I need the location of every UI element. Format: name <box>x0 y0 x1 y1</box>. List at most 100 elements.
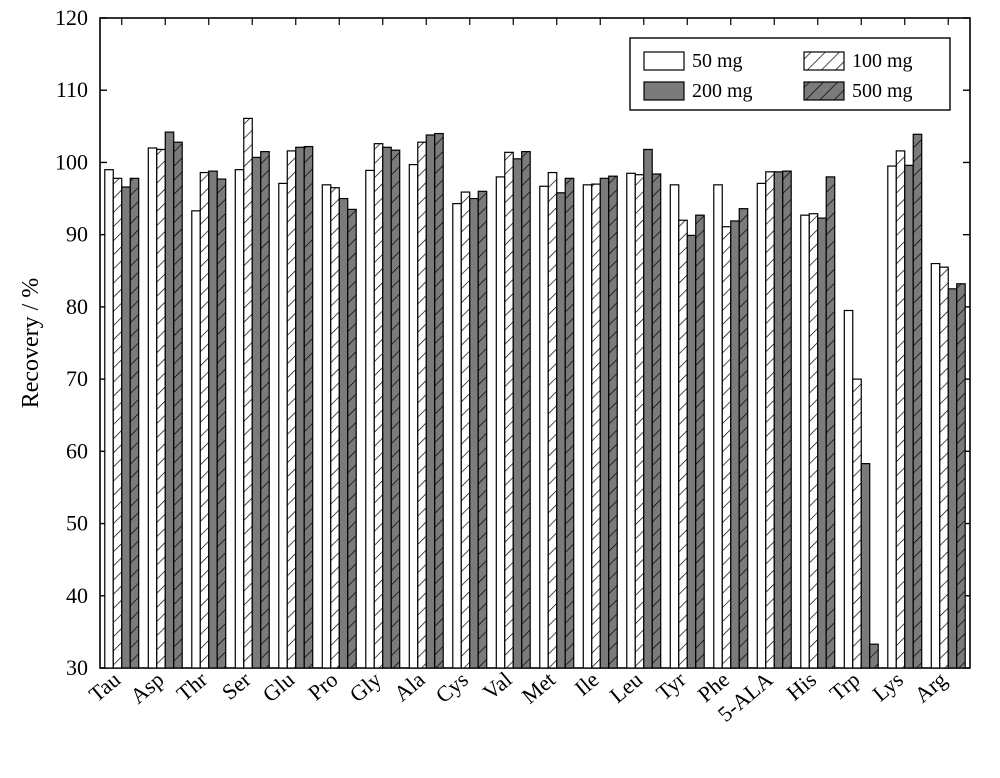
bar <box>165 132 173 668</box>
bar <box>818 218 826 668</box>
bar <box>774 172 782 668</box>
svg-text:30: 30 <box>66 655 88 680</box>
legend-swatch <box>644 52 684 70</box>
svg-text:40: 40 <box>66 583 88 608</box>
bar <box>513 159 521 668</box>
bar <box>826 177 834 668</box>
svg-text:70: 70 <box>66 366 88 391</box>
svg-text:Val: Val <box>478 667 517 705</box>
svg-text:His: His <box>781 667 820 706</box>
svg-text:110: 110 <box>56 77 88 102</box>
bar <box>192 211 200 668</box>
bar <box>470 199 478 668</box>
bar <box>339 199 347 668</box>
bar <box>105 170 113 668</box>
bar <box>113 178 121 668</box>
bar <box>896 151 904 668</box>
bar <box>200 173 208 668</box>
bar <box>391 150 399 668</box>
bar <box>913 134 921 668</box>
bar <box>679 220 687 668</box>
bar <box>304 147 312 668</box>
svg-text:Recovery / %: Recovery / % <box>18 278 44 409</box>
bar <box>426 135 434 668</box>
svg-text:100: 100 <box>55 149 88 174</box>
svg-text:50: 50 <box>66 511 88 536</box>
bar <box>948 289 956 668</box>
bar <box>409 165 417 668</box>
bar <box>739 209 747 668</box>
bar <box>557 193 565 668</box>
svg-text:Met: Met <box>517 667 560 709</box>
bar <box>331 188 339 668</box>
bar <box>592 184 600 668</box>
svg-text:Ser: Ser <box>217 666 256 704</box>
legend-swatch <box>804 82 844 100</box>
bar <box>957 284 965 668</box>
legend-label: 500 mg <box>852 80 913 102</box>
bar <box>635 175 643 668</box>
bar <box>252 157 260 668</box>
bar <box>844 311 852 669</box>
bar <box>548 173 556 668</box>
bar <box>861 464 869 668</box>
legend-label: 50 mg <box>692 50 743 72</box>
svg-text:60: 60 <box>66 438 88 463</box>
bar <box>366 170 374 668</box>
bar <box>609 176 617 668</box>
bar <box>209 171 217 668</box>
bar <box>940 267 948 668</box>
bar <box>888 166 896 668</box>
bar-chart: 30 40 50 60 70 80 90 100 110 120 Recovery / % TauAs… <box>0 0 1000 778</box>
legend-label: 100 mg <box>852 50 913 72</box>
bar <box>122 187 130 668</box>
bar <box>461 192 469 668</box>
bar <box>496 177 504 668</box>
bar <box>174 142 182 668</box>
svg-text:120: 120 <box>55 5 88 30</box>
bar <box>931 264 939 668</box>
bar <box>157 149 165 668</box>
bar <box>565 178 573 668</box>
bar <box>383 147 391 668</box>
svg-text:Cys: Cys <box>431 667 473 708</box>
chart-container: 30 40 50 60 70 80 90 100 110 120 Recovery / % TauAs… <box>0 0 1000 778</box>
svg-text:Asp: Asp <box>125 667 168 709</box>
bar <box>287 151 295 668</box>
bar <box>687 235 695 668</box>
bar <box>505 152 513 668</box>
bar <box>801 215 809 668</box>
svg-text:80: 80 <box>66 294 88 319</box>
svg-text:Glu: Glu <box>258 667 299 707</box>
bar <box>722 227 730 668</box>
bar <box>714 185 722 668</box>
bar <box>853 379 861 668</box>
svg-text:Thr: Thr <box>172 666 213 706</box>
bar <box>757 183 765 668</box>
bar <box>627 173 635 668</box>
bar <box>217 179 225 668</box>
svg-text:Leu: Leu <box>605 667 647 708</box>
bar <box>583 185 591 668</box>
bar <box>696 215 704 668</box>
bar <box>453 204 461 668</box>
bar <box>374 144 382 668</box>
svg-text:Tyr: Tyr <box>651 666 691 705</box>
bar <box>435 134 443 668</box>
svg-text:Ala: Ala <box>389 667 430 707</box>
bar <box>261 152 269 668</box>
bar <box>670 185 678 668</box>
bar <box>279 183 287 668</box>
svg-text:90: 90 <box>66 222 88 247</box>
bar <box>644 149 652 668</box>
svg-text:Pro: Pro <box>303 667 342 706</box>
bar <box>478 191 486 668</box>
bar <box>600 178 608 668</box>
svg-text:Tau: Tau <box>84 667 125 707</box>
bar <box>322 185 330 668</box>
bar <box>348 209 356 668</box>
bar <box>522 152 530 668</box>
svg-text:Lys: Lys <box>868 667 908 707</box>
svg-text:Arg: Arg <box>909 667 951 708</box>
legend-swatch <box>644 82 684 100</box>
